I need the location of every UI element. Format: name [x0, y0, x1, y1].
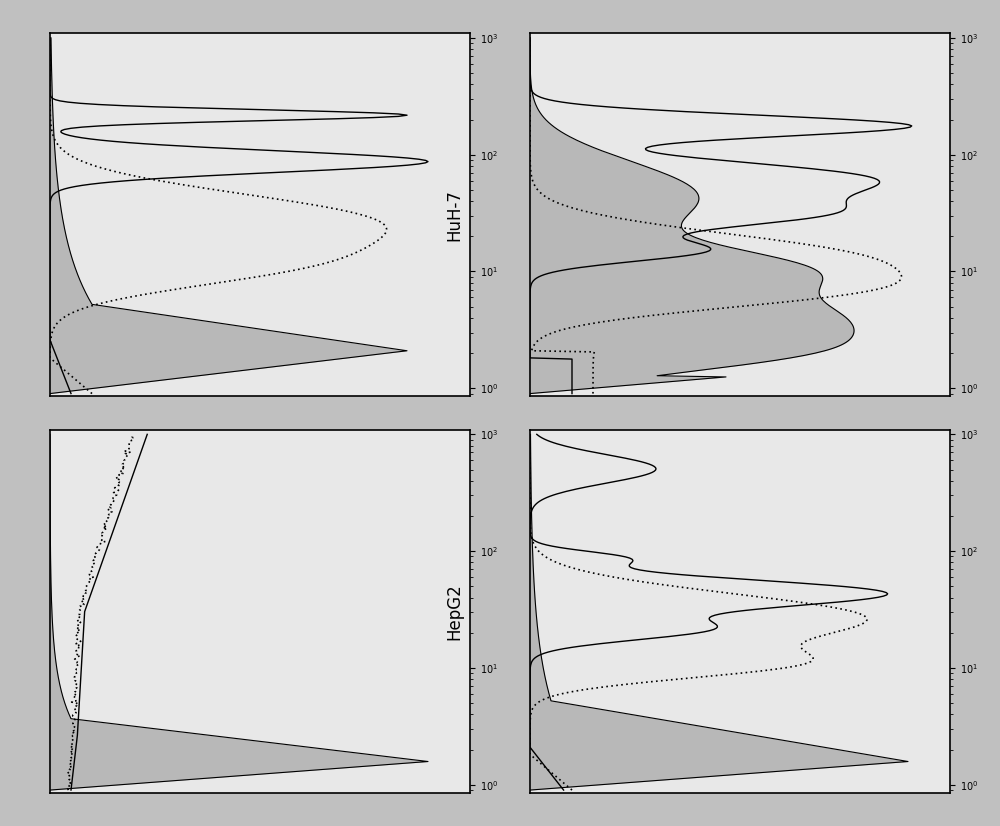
Text: HuH-7: HuH-7: [445, 189, 463, 240]
Text: HepG2: HepG2: [445, 583, 463, 639]
